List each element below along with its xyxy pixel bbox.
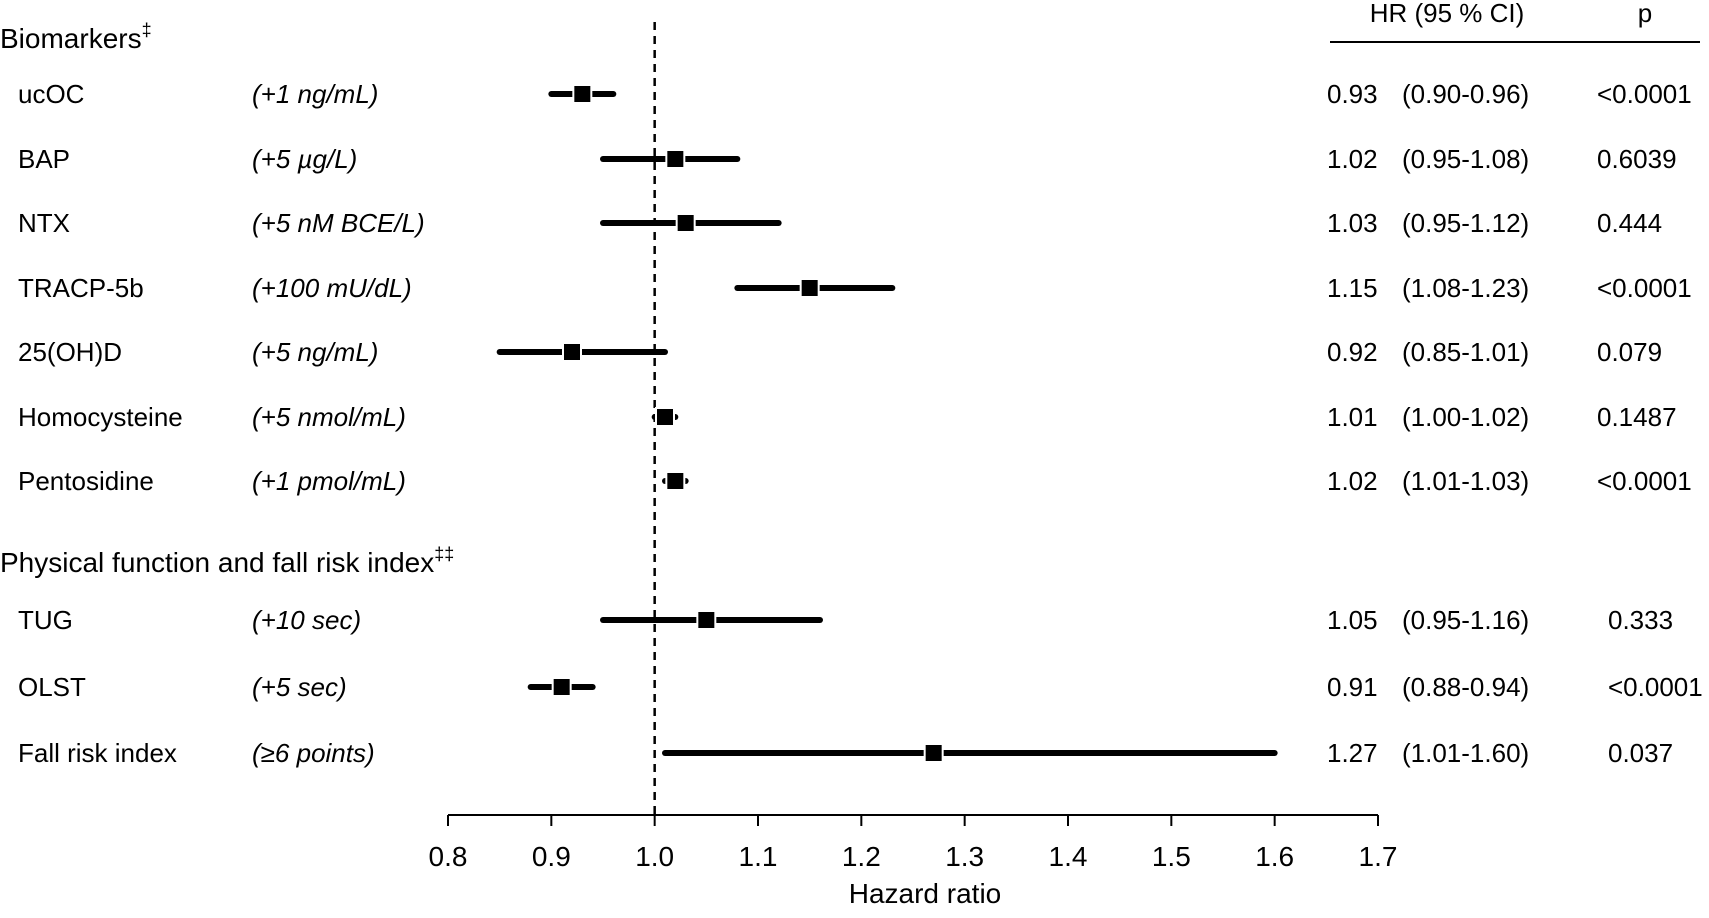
row-unit: (+5 sec) xyxy=(252,672,347,702)
forest-row: NTX (+5 nM BCE/L) 1.03 (0.95-1.12) 0.444 xyxy=(18,208,1662,238)
p-value: <0.0001 xyxy=(1608,672,1703,702)
x-tick-label: 1.7 xyxy=(1359,841,1398,872)
section-title-biomarkers: Biomarkers‡ xyxy=(0,20,152,54)
row-unit: (+5 nM BCE/L) xyxy=(252,208,425,238)
p-value: 0.1487 xyxy=(1597,402,1677,432)
x-axis: 0.8 0.9 1.0 1.1 1.2 1.3 1.4 1.5 1.6 1.7 xyxy=(429,814,1398,872)
hr-value: 1.15 xyxy=(1327,273,1378,303)
row-unit: (+5 nmol/mL) xyxy=(252,402,406,432)
ci-value: (1.01-1.03) xyxy=(1402,466,1529,496)
ci-value: (0.85-1.01) xyxy=(1402,337,1529,367)
row-label: NTX xyxy=(18,208,70,238)
x-tick-label: 1.2 xyxy=(842,841,881,872)
p-value: <0.0001 xyxy=(1597,273,1692,303)
section-title-text: Biomarkers xyxy=(0,23,142,54)
row-unit: (+5 µg/L) xyxy=(252,144,357,174)
hr-value: 1.01 xyxy=(1327,402,1378,432)
forest-row: BAP (+5 µg/L) 1.02 (0.95-1.08) 0.6039 xyxy=(18,144,1677,174)
x-tick-label: 1.0 xyxy=(635,841,674,872)
hr-value: 1.02 xyxy=(1327,144,1378,174)
p-value: <0.0001 xyxy=(1597,79,1692,109)
hr-point xyxy=(799,278,820,298)
hr-value: 0.91 xyxy=(1327,672,1378,702)
p-value: <0.0001 xyxy=(1597,466,1692,496)
hr-point xyxy=(923,743,944,763)
row-unit: (+100 mU/dL) xyxy=(252,273,412,303)
forest-row: TRACP-5b (+100 mU/dL) 1.15 (1.08-1.23) <0.00… xyxy=(18,273,1692,303)
row-label: TUG xyxy=(18,605,73,635)
hr-point xyxy=(696,610,717,630)
row-label: BAP xyxy=(18,144,70,174)
p-value: 0.333 xyxy=(1608,605,1673,635)
forest-row: TUG (+10 sec) 1.05 (0.95-1.16) 0.333 xyxy=(18,605,1673,635)
forest-row: 25(OH)D (+5 ng/mL) 0.92 (0.85-1.01) 0.079 xyxy=(18,337,1662,367)
hr-value: 1.27 xyxy=(1327,738,1378,768)
forest-row: Pentosidine (+1 pmol/mL) 1.02 (1.01-1.03) <0… xyxy=(18,466,1692,496)
row-label: TRACP-5b xyxy=(18,273,144,303)
forest-row: ucOC (+1 ng/mL) 0.93 (0.90-0.96) <0.0001 xyxy=(18,79,1692,109)
ci-value: (0.90-0.96) xyxy=(1402,79,1529,109)
ci-value: (0.95-1.16) xyxy=(1402,605,1529,635)
forest-row: Homocysteine (+5 nmol/mL) 1.01 (1.00-1.02) 0… xyxy=(18,402,1677,432)
x-tick-label: 0.9 xyxy=(532,841,571,872)
hr-point xyxy=(665,149,686,169)
row-unit: (+1 ng/mL) xyxy=(252,79,378,109)
hr-point xyxy=(665,471,686,491)
section-footnote-marker: ‡‡ xyxy=(434,544,454,564)
forest-rows: ucOC (+1 ng/mL) 0.93 (0.90-0.96) <0.0001 BAP (… xyxy=(18,79,1703,768)
ci-value: (0.95-1.08) xyxy=(1402,144,1529,174)
section-title-physical-function: Physical function and fall risk index‡‡ xyxy=(0,544,454,578)
x-tick-label: 1.6 xyxy=(1255,841,1294,872)
row-unit: (+5 ng/mL) xyxy=(252,337,378,367)
x-tick-label: 0.8 xyxy=(429,841,468,872)
hr-point xyxy=(551,677,572,697)
row-label: 25(OH)D xyxy=(18,337,122,367)
ci-value: (1.08-1.23) xyxy=(1402,273,1529,303)
hr-point xyxy=(675,213,696,233)
column-header-p: p xyxy=(1638,0,1652,28)
hr-value: 1.03 xyxy=(1327,208,1378,238)
row-unit: (≥6 points) xyxy=(252,738,375,768)
column-header-hr: HR (95 % CI) xyxy=(1370,0,1525,28)
row-unit: (+1 pmol/mL) xyxy=(252,466,406,496)
hr-point xyxy=(572,84,593,104)
section-footnote-marker: ‡ xyxy=(142,20,152,40)
row-unit: (+10 sec) xyxy=(252,605,361,635)
hr-value: 0.92 xyxy=(1327,337,1378,367)
hr-value: 1.05 xyxy=(1327,605,1378,635)
ci-value: (1.01-1.60) xyxy=(1402,738,1529,768)
ci-value: (0.95-1.12) xyxy=(1402,208,1529,238)
hr-point xyxy=(562,342,582,362)
x-tick-label: 1.1 xyxy=(739,841,778,872)
x-axis-title: Hazard ratio xyxy=(849,878,1002,909)
forest-row: OLST (+5 sec) 0.91 (0.88-0.94) <0.0001 xyxy=(18,672,1703,702)
ci-value: (1.00-1.02) xyxy=(1402,402,1529,432)
x-tick-label: 1.5 xyxy=(1152,841,1191,872)
p-value: 0.444 xyxy=(1597,208,1662,238)
row-label: Pentosidine xyxy=(18,466,154,496)
row-label: Homocysteine xyxy=(18,402,183,432)
section-title-text: Physical function and fall risk index xyxy=(0,547,434,578)
hr-value: 0.93 xyxy=(1327,79,1378,109)
forest-row: Fall risk index (≥6 points) 1.27 (1.01-1.60… xyxy=(18,738,1673,768)
hr-point xyxy=(655,407,675,427)
x-tick-label: 1.3 xyxy=(945,841,984,872)
row-label: ucOC xyxy=(18,79,84,109)
hr-value: 1.02 xyxy=(1327,466,1378,496)
row-label: Fall risk index xyxy=(18,738,177,768)
x-tick-label: 1.4 xyxy=(1049,841,1088,872)
row-label: OLST xyxy=(18,672,86,702)
ci-value: (0.88-0.94) xyxy=(1402,672,1529,702)
p-value: 0.037 xyxy=(1608,738,1673,768)
p-value: 0.6039 xyxy=(1597,144,1677,174)
p-value: 0.079 xyxy=(1597,337,1662,367)
